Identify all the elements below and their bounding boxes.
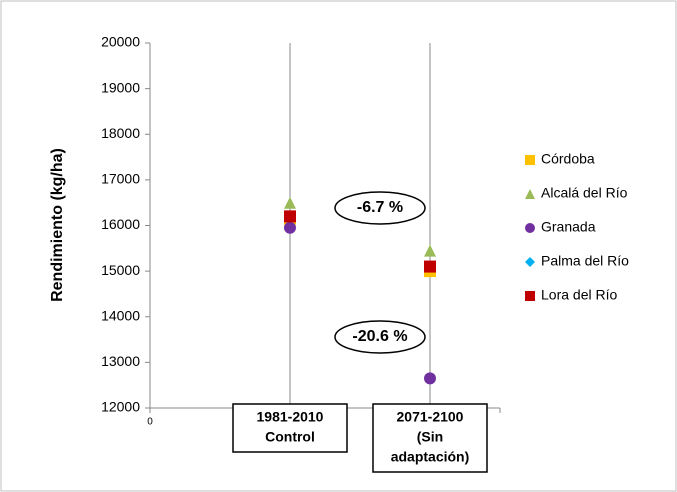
y-axis-label: Rendimiento (kg/ha) (49, 148, 66, 302)
legend-marker (525, 155, 535, 165)
legend-marker (525, 189, 535, 199)
point (424, 260, 436, 273)
category-label: 2071-2100 (397, 409, 464, 425)
legend-label: Granada (541, 219, 596, 235)
y-tick-label: 14000 (101, 307, 140, 323)
legend-marker (525, 223, 535, 233)
point (424, 244, 436, 257)
legend-label: Córdoba (541, 151, 595, 167)
category-label: Control (265, 429, 315, 445)
y-tick-label: 20000 (101, 34, 140, 50)
y-tick-label: 17000 (101, 171, 140, 187)
point (284, 221, 296, 234)
point (284, 210, 296, 223)
category-box (372, 403, 488, 473)
x-tick-label: 0 (147, 417, 153, 428)
category-label: 1981-2010 (257, 409, 324, 425)
legend-label: Alcalá del Río (541, 185, 628, 201)
y-tick-label: 16000 (101, 216, 140, 232)
annotation: -6.7 % (357, 199, 403, 216)
category-label: (Sin (417, 429, 443, 445)
legend-label: Palma del Río (541, 253, 629, 269)
point (284, 196, 296, 209)
legend-marker (525, 291, 535, 301)
category-label: adaptación) (391, 449, 470, 465)
y-tick-label: 12000 (101, 399, 140, 415)
annotation-ellipse (334, 191, 426, 225)
y-tick-label: 13000 (101, 353, 140, 369)
y-tick-label: 18000 (101, 125, 140, 141)
y-tick-label: 15000 (101, 262, 140, 278)
annotation-ellipse (334, 320, 426, 354)
y-tick-label: 19000 (101, 79, 140, 95)
category-box (232, 403, 348, 453)
legend-label: Lora del Río (541, 287, 617, 303)
legend-marker (525, 257, 535, 267)
annotation: -20.6 % (352, 328, 407, 345)
point (424, 372, 436, 385)
